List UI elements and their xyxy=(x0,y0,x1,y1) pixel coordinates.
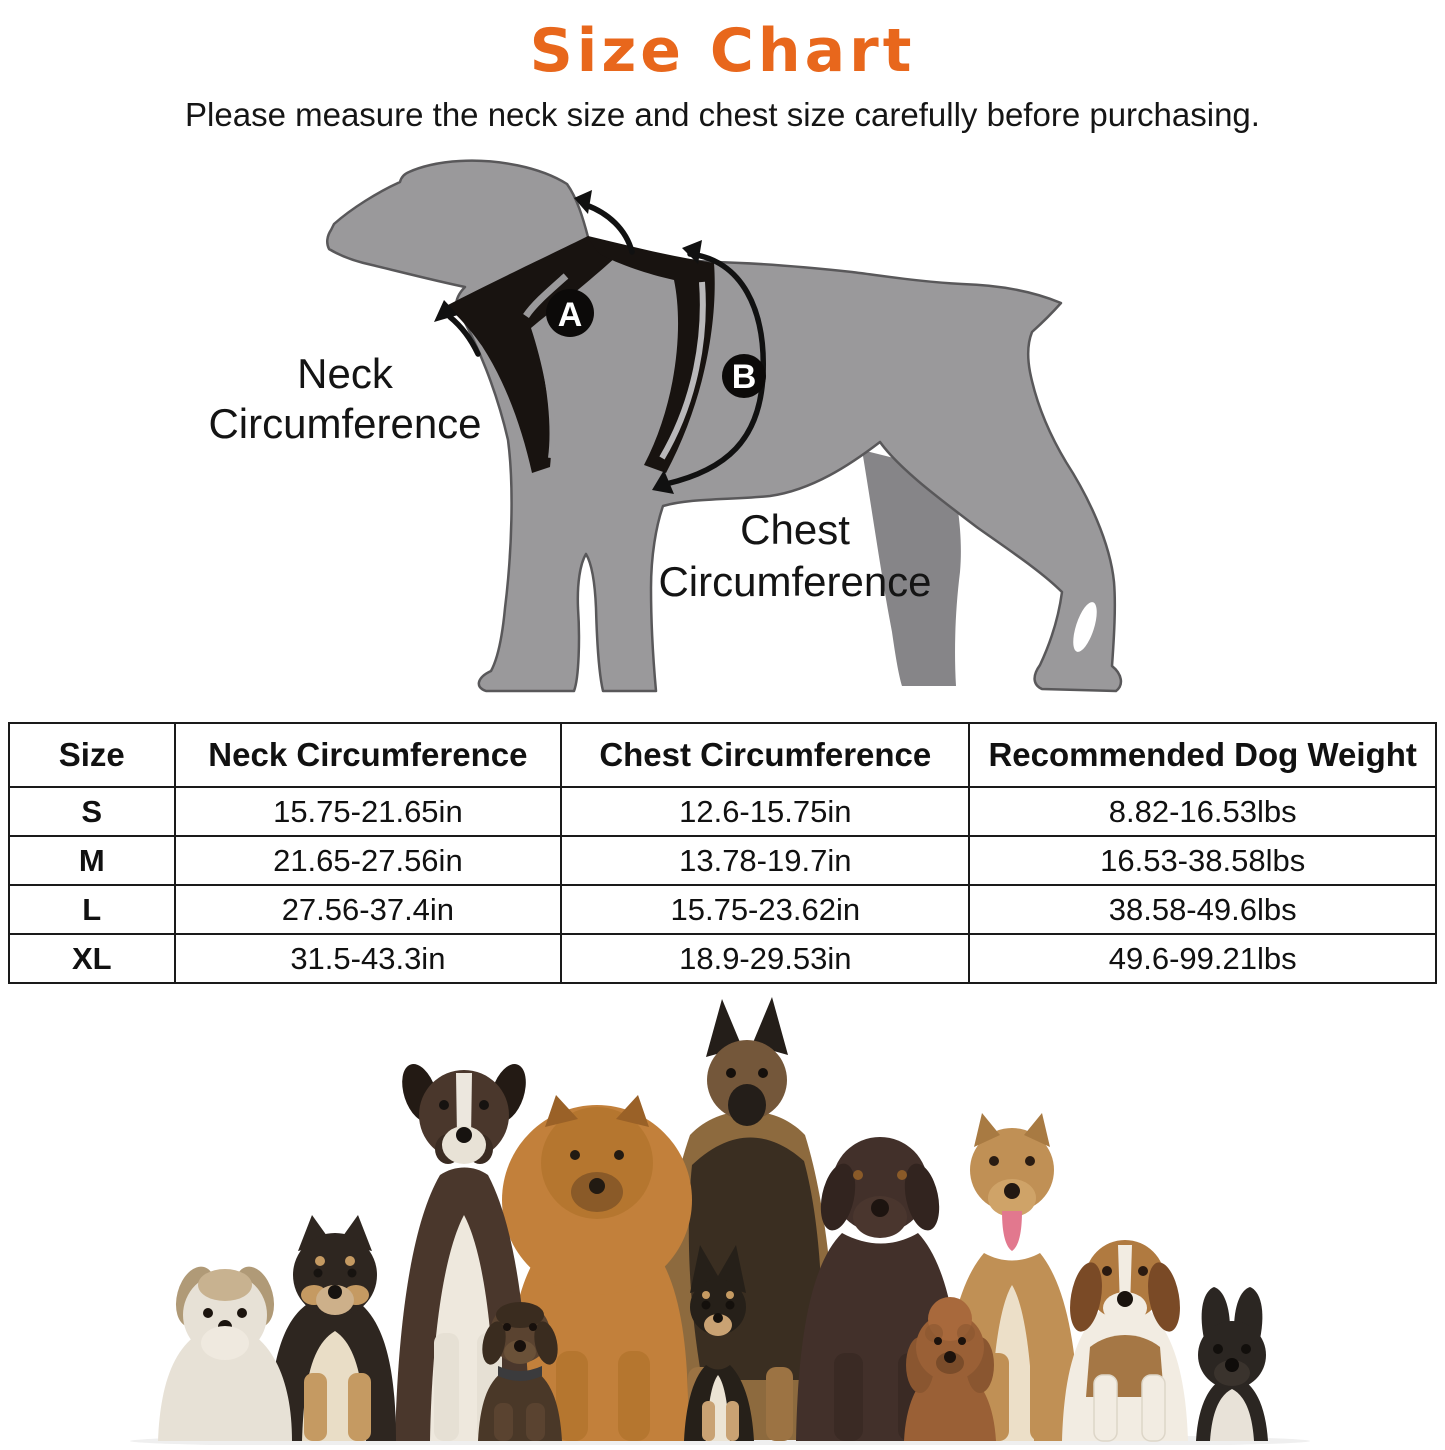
col-header-chest: Chest Circumference xyxy=(560,722,971,788)
dog-beagle xyxy=(1062,1240,1188,1442)
withers-arrow-icon xyxy=(583,202,635,255)
strap-highlight xyxy=(535,335,556,459)
hind-leg-gap xyxy=(1073,602,1097,652)
table-row-l: L 27.56-37.4in 15.75-23.62in 38.58-49.6l… xyxy=(8,884,1437,935)
table-row-s: S 15.75-21.65in 12.6-15.75in 8.82-16.53l… xyxy=(8,786,1437,837)
marker-b-circle xyxy=(722,354,766,398)
cell-size: L xyxy=(8,884,176,935)
dog-dachshund xyxy=(478,1302,562,1441)
col-header-weight: Recommended Dog Weight xyxy=(968,722,1437,788)
chest-circumference-label-line1: Chest xyxy=(740,506,850,553)
chest-circumference-label-line2: Circumference xyxy=(658,558,931,605)
chest-arrowhead-bottom-icon xyxy=(652,470,674,494)
cell-chest: 18.9-29.53in xyxy=(560,933,971,984)
neck-arrowhead-icon xyxy=(434,300,458,322)
page-title: Size Chart xyxy=(529,16,916,86)
cell-neck: 27.56-37.4in xyxy=(173,884,563,935)
cell-weight: 49.6-99.21lbs xyxy=(968,933,1437,984)
strap-highlight xyxy=(659,281,706,460)
cell-chest: 15.75-23.62in xyxy=(560,884,971,935)
marker-a-circle xyxy=(546,289,594,337)
cell-chest: 12.6-15.75in xyxy=(560,786,971,837)
dog-chow-chow xyxy=(502,1095,692,1441)
size-table: Size Neck Circumference Chest Circumfere… xyxy=(8,722,1437,984)
cell-chest: 13.78-19.7in xyxy=(560,835,971,886)
page-subtitle: Please measure the neck size and chest s… xyxy=(185,96,1260,133)
dog-poodle xyxy=(904,1297,996,1441)
col-header-size: Size xyxy=(8,722,176,788)
cell-weight: 16.53-38.58lbs xyxy=(968,835,1437,886)
cell-weight: 38.58-49.6lbs xyxy=(968,884,1437,935)
col-header-neck: Neck Circumference xyxy=(173,722,563,788)
withers-arrowhead-icon xyxy=(574,190,592,214)
chest-arrowhead-top-icon xyxy=(682,240,702,264)
dog-french-bulldog xyxy=(1196,1287,1268,1441)
neck-arrow-icon xyxy=(447,314,481,357)
cell-size: M xyxy=(8,835,176,886)
cell-neck: 21.65-27.56in xyxy=(173,835,563,886)
cell-size: XL xyxy=(8,933,176,984)
dog-shiba-inu xyxy=(268,1215,396,1441)
neck-circumference-label-line1: Neck xyxy=(297,350,394,397)
cell-size: S xyxy=(8,786,176,837)
marker-b-label: B xyxy=(732,358,757,396)
dog-far-leg xyxy=(862,450,961,686)
cell-neck: 15.75-21.65in xyxy=(173,786,563,837)
dog-shih-tzu xyxy=(158,1266,292,1441)
neck-circumference-label-line2: Circumference xyxy=(208,400,481,447)
measurement-diagram: A B Neck Circumference Chest Circumferen… xyxy=(0,140,1445,720)
dogs-group-photo xyxy=(0,995,1445,1449)
cell-neck: 31.5-43.3in xyxy=(173,933,563,984)
cell-weight: 8.82-16.53lbs xyxy=(968,786,1437,837)
harness-neck-strap xyxy=(446,236,616,473)
dog-harness-diagram-svg: A B Neck Circumference Chest Circumferen… xyxy=(208,159,1123,693)
dogs-photo-svg xyxy=(130,997,1310,1449)
strap-highlight xyxy=(523,273,569,319)
dog-chihuahua xyxy=(684,1245,754,1441)
size-table-header-row: Size Neck Circumference Chest Circumfere… xyxy=(8,722,1437,788)
table-row-xl: XL 31.5-43.3in 18.9-29.53in 49.6-99.21lb… xyxy=(8,933,1437,984)
dog-boxer xyxy=(395,1064,530,1441)
marker-a-label: A xyxy=(558,296,583,334)
table-row-m: M 21.65-27.56in 13.78-19.7in 16.53-38.58… xyxy=(8,835,1437,886)
